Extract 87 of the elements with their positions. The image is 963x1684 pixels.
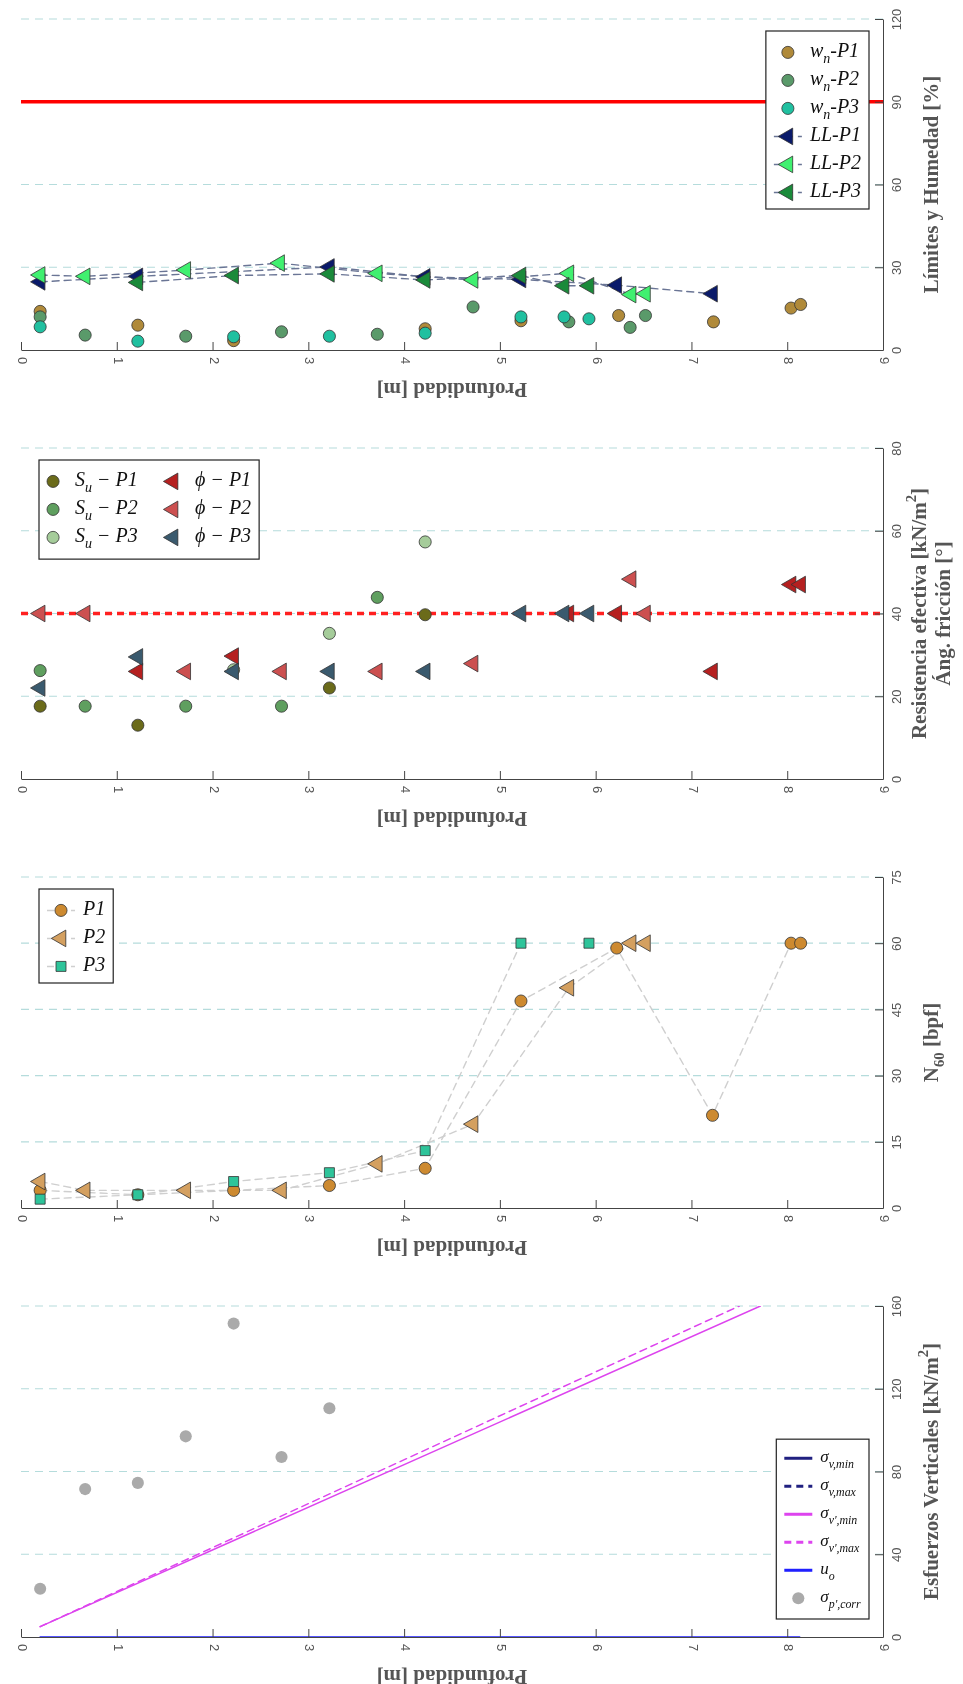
y-tick-label: 40 — [888, 1547, 904, 1562]
x-tick-label: 1 — [110, 1644, 126, 1652]
y-tick-label: 60 — [888, 936, 904, 951]
x-tick-label: 0 — [15, 357, 31, 365]
x-tick-label: 5 — [493, 1215, 509, 1223]
y-tick-label: 15 — [888, 1135, 904, 1150]
x-tick-label: 4 — [398, 357, 414, 365]
y-tick-label: 20 — [888, 689, 904, 704]
legend-label: σ$_{v,min}$ — [820, 1447, 854, 1471]
x-tick-label: 6 — [589, 1644, 605, 1652]
x-axis-title: Profundidad [m] — [376, 1665, 528, 1684]
x-tick-label: 6 — [589, 786, 605, 794]
x-tick-label: 4 — [398, 1644, 414, 1652]
x-tick-label: 8 — [781, 357, 797, 365]
x-axis-title: Profundidad [m] — [376, 807, 528, 832]
x-tick-label: 3 — [302, 1215, 318, 1223]
x-tick-label: 1 — [110, 357, 126, 365]
x-tick-label: 3 — [302, 1644, 318, 1652]
y-tick-label: 80 — [888, 441, 904, 456]
x-tick-label: 2 — [206, 1644, 222, 1652]
legend-label: u$_{o}$ — [820, 1559, 835, 1583]
x-tick-label: 4 — [398, 1215, 414, 1223]
y-tick-label: 120 — [888, 1378, 904, 1401]
legend-label: P1 — [82, 897, 106, 919]
y-tick-label: 0 — [888, 775, 904, 784]
y-tick-label: 0 — [888, 1204, 904, 1213]
legend-label: σ$_{v,max}$ — [820, 1475, 857, 1499]
x-tick-label: 1 — [110, 1215, 126, 1223]
y-tick-label: 0 — [888, 1633, 904, 1642]
legend-label: LL-P3 — [808, 179, 861, 201]
legend-label: S$_{u}$ − P2 — [75, 496, 138, 524]
x-tick-label: 9 — [877, 1644, 893, 1652]
x-tick-label: 2 — [206, 357, 222, 365]
x-tick-label: 5 — [493, 357, 509, 365]
x-tick-label: 2 — [206, 786, 222, 794]
x-tick-label: 7 — [685, 1215, 701, 1223]
legend-label: σ$_{v',min}$ — [820, 1503, 858, 1527]
legend-label: LL-P1 — [808, 123, 861, 145]
x-tick-label: 5 — [493, 786, 509, 794]
y-tick-label: 80 — [888, 1464, 904, 1480]
y-tick-label: 60 — [888, 177, 904, 193]
legend-label: w$_{n}$-P1 — [809, 39, 860, 67]
x-tick-label: 8 — [781, 786, 797, 794]
x-tick-label: 3 — [302, 357, 318, 365]
y-tick-label: 60 — [888, 524, 904, 539]
x-tick-label: 6 — [589, 357, 605, 365]
x-tick-label: 1 — [110, 786, 126, 794]
x-tick-label: 8 — [781, 1644, 797, 1652]
y-tick-label: 30 — [888, 1068, 904, 1084]
legend-label: ϕ − P3 — [195, 524, 252, 547]
y-tick-label: 120 — [888, 8, 904, 31]
x-tick-label: 3 — [302, 786, 318, 794]
x-tick-label: 7 — [685, 357, 701, 365]
legend-label: ϕ − P1 — [195, 468, 252, 491]
y-axis-title: Límites y Humedad [%] — [918, 75, 943, 294]
x-axis-title: Profundidad [m] — [376, 1236, 528, 1261]
x-tick-label: 0 — [15, 786, 31, 794]
x-tick-label: 6 — [589, 1215, 605, 1223]
x-tick-label: 8 — [781, 1215, 797, 1223]
x-tick-label: 0 — [15, 1215, 31, 1223]
legend-label: w$_{n}$-P3 — [809, 95, 860, 123]
legend-label: S$_{u}$ − P1 — [75, 468, 138, 496]
y-tick-label: 30 — [888, 260, 904, 275]
x-tick-label: 2 — [206, 1215, 222, 1223]
y-tick-label: 160 — [888, 1295, 904, 1318]
y-tick-label: 45 — [888, 1002, 904, 1018]
legend-label: w$_{n}$-P2 — [809, 67, 860, 95]
x-tick-label: 9 — [877, 357, 893, 365]
x-tick-label: 9 — [877, 786, 893, 794]
x-tick-label: 7 — [685, 1644, 701, 1652]
y-tick-label: 90 — [888, 95, 904, 110]
legend-label: S$_{u}$ − P3 — [75, 524, 138, 552]
x-axis-title: Profundidad [m] — [376, 378, 528, 403]
legend-label: σ$_{v',max}$ — [820, 1531, 861, 1555]
x-tick-label: 4 — [398, 786, 414, 794]
legend-label: σ$_{p',corr}$ — [820, 1587, 861, 1611]
y-tick-label: 40 — [888, 606, 904, 622]
x-tick-label: 9 — [877, 1215, 893, 1223]
x-tick-label: 5 — [493, 1644, 509, 1652]
legend-label: ϕ − P2 — [195, 496, 252, 519]
legend-label: P2 — [82, 925, 106, 947]
x-tick-label: 0 — [15, 1644, 31, 1652]
x-tick-label: 7 — [685, 786, 701, 794]
y-tick-label: 0 — [888, 346, 904, 355]
legend-label: P3 — [82, 953, 106, 975]
legend-label: LL-P2 — [808, 151, 861, 173]
y-tick-label: 75 — [888, 870, 904, 885]
